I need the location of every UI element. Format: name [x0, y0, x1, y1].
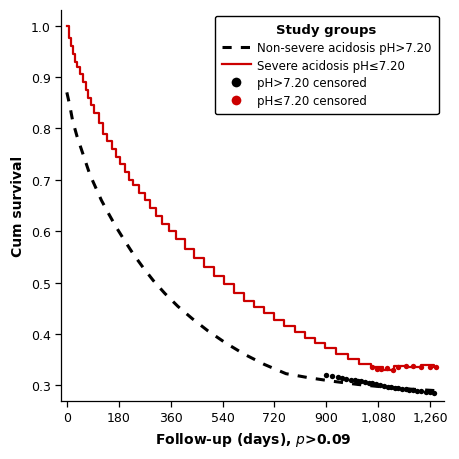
Legend: Non-severe acidosis pH>7.20, Severe acidosis pH≤7.20, pH>7.20 censored, pH≤7.20 : Non-severe acidosis pH>7.20, Severe acid… — [214, 17, 437, 115]
Point — [405, 386, 412, 393]
Point — [431, 364, 438, 371]
Point — [390, 384, 397, 392]
Y-axis label: Cum survival: Cum survival — [11, 156, 25, 257]
Point — [368, 364, 375, 371]
Point — [368, 380, 375, 387]
Point — [376, 381, 383, 389]
Point — [353, 377, 361, 385]
Point — [376, 365, 384, 373]
Point — [413, 387, 420, 394]
Point — [401, 386, 409, 393]
Point — [361, 379, 368, 386]
Point — [328, 373, 335, 380]
Point — [421, 388, 429, 396]
Point — [357, 378, 364, 385]
Point — [388, 366, 395, 374]
Point — [394, 364, 401, 371]
Point — [430, 389, 437, 397]
Point — [417, 387, 424, 395]
Point — [322, 372, 329, 379]
Point — [342, 375, 349, 383]
Point — [347, 376, 354, 384]
X-axis label: Follow-up (days), $p$>0.09: Follow-up (days), $p$>0.09 — [154, 430, 350, 448]
Point — [333, 374, 341, 381]
Point — [364, 380, 372, 387]
Point — [372, 365, 380, 372]
Point — [394, 385, 401, 392]
Point — [425, 364, 433, 371]
Point — [408, 386, 415, 394]
Point — [386, 384, 394, 391]
Point — [401, 363, 409, 370]
Point — [351, 377, 358, 384]
Point — [383, 383, 391, 390]
Point — [380, 382, 387, 390]
Point — [372, 381, 379, 388]
Point — [417, 364, 424, 371]
Point — [408, 363, 415, 370]
Point — [382, 364, 390, 372]
Point — [338, 374, 345, 381]
Point — [397, 385, 405, 392]
Point — [425, 389, 433, 396]
